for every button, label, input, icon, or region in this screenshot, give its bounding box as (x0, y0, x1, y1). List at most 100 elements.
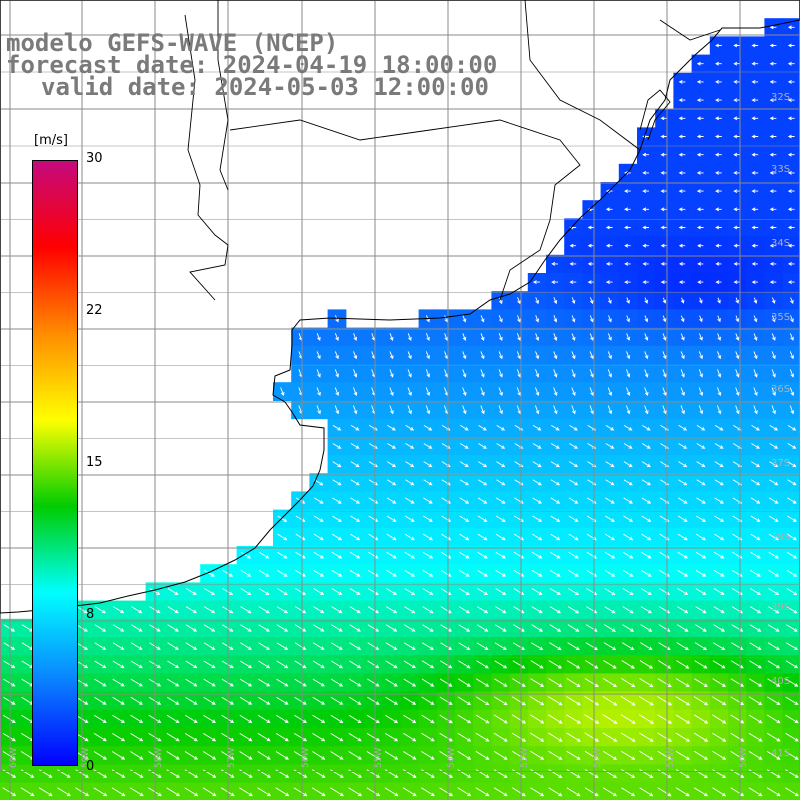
wind-arrow (350, 515, 361, 522)
wind-arrow (698, 405, 704, 415)
wind-arrow (751, 134, 759, 139)
wind-arrow (203, 642, 216, 650)
wind-arrow (605, 189, 613, 193)
wind-arrow (678, 262, 686, 266)
wind-arrow (715, 43, 722, 48)
wind-arrow (166, 751, 180, 760)
wind-arrow (549, 624, 562, 632)
wind-arrow (349, 551, 361, 559)
wind-arrow (275, 714, 289, 724)
wind-arrow (531, 606, 543, 614)
wind-arrow (93, 751, 108, 760)
wind-arrow (239, 787, 253, 797)
wind-arrow (623, 425, 633, 431)
wind-arrow (331, 642, 343, 650)
wind-arrow (512, 678, 526, 687)
wind-arrow (660, 134, 668, 139)
wind-arrow (624, 207, 631, 212)
wind-arrow (530, 678, 545, 687)
wind-arrow (477, 479, 488, 486)
wind-arrow (385, 696, 399, 705)
wind-arrow (462, 387, 467, 396)
wind-arrow (604, 606, 616, 614)
wind-cell (782, 345, 800, 365)
wind-arrow (749, 660, 762, 669)
wind-arrow (349, 624, 361, 632)
wind-arrow (677, 606, 689, 614)
wind-cell (709, 782, 729, 800)
wind-arrow (549, 606, 562, 614)
wind-arrow (712, 750, 727, 760)
wind-arrow (677, 551, 689, 559)
wind-arrow (425, 333, 430, 341)
wind-arrow (751, 243, 759, 248)
wind-arrow (404, 570, 416, 577)
latitude-label: 39S (771, 602, 790, 613)
wind-cell (782, 564, 800, 583)
latitude-label: 37S (771, 458, 790, 469)
wind-arrow (644, 351, 649, 360)
wind-arrow (640, 642, 653, 651)
wind-arrow (313, 588, 325, 595)
wind-arrow (313, 624, 325, 632)
wind-arrow (496, 461, 506, 468)
wind-arrow (712, 769, 727, 778)
wind-cell (109, 782, 128, 800)
wind-arrow (768, 570, 780, 577)
wind-arrow (551, 425, 560, 431)
colorbar (32, 160, 78, 766)
wind-arrow (477, 588, 488, 595)
wind-arrow (642, 207, 649, 212)
wind-arrow (403, 678, 417, 687)
wind-arrow (130, 714, 144, 724)
wind-cell (36, 782, 56, 800)
wind-arrow (367, 678, 380, 687)
wind-arrow (771, 333, 776, 341)
wind-arrow (403, 696, 417, 705)
wind-arrow (715, 171, 722, 175)
longitude-label: 50W (739, 748, 749, 768)
wind-arrow (715, 134, 722, 139)
wind-cell (782, 455, 800, 474)
wind-arrow (680, 333, 685, 341)
wind-arrow (753, 315, 758, 323)
wind-arrow (294, 696, 307, 705)
wind-arrow (258, 570, 270, 577)
wind-arrow (405, 425, 415, 431)
wind-arrow (440, 642, 453, 650)
wind-arrow (621, 660, 635, 669)
wind-arrow (769, 461, 779, 468)
longitude-label: 60W (9, 748, 19, 768)
wind-arrow (587, 225, 595, 230)
wind-arrow (423, 479, 433, 486)
wind-arrow (768, 533, 779, 541)
wind-arrow (696, 497, 706, 504)
wind-arrow (768, 515, 779, 522)
title-forecast-date: forecast date: 2024-04-19 18:00:00 (6, 51, 498, 79)
wind-arrow (605, 425, 615, 431)
wind-arrow (496, 425, 506, 431)
latitude-label: 32S (771, 92, 790, 103)
wind-arrow (423, 515, 433, 522)
wind-arrow (184, 751, 199, 760)
wind-arrow (350, 533, 361, 541)
wind-arrow (349, 660, 362, 669)
wind-arrow (457, 787, 472, 797)
wind-arrow (385, 642, 398, 650)
wind-arrow (495, 606, 507, 614)
wind-arrow (678, 134, 686, 139)
wind-arrow (530, 787, 545, 797)
wind-arrow (258, 660, 271, 669)
wind-arrow (644, 297, 649, 304)
wind-arrow (768, 606, 780, 614)
wind-arrow (422, 588, 434, 595)
wind-cell (782, 600, 800, 620)
wind-arrow (602, 696, 618, 706)
wind-arrow (735, 351, 740, 360)
wind-arrow (403, 732, 417, 742)
wind-arrow (293, 751, 308, 760)
wind-arrow (787, 280, 795, 284)
wind-arrow (312, 714, 326, 724)
wind-arrow (184, 733, 198, 742)
